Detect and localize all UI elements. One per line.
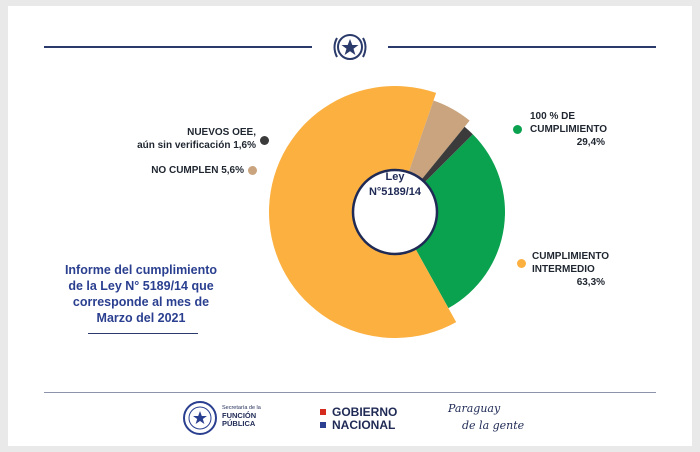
gobierno-nacional-logo: GOBIERNO NACIONAL xyxy=(320,406,397,432)
header-rule-right xyxy=(388,46,656,48)
report-title: Informe del cumplimiento de la Ley N° 51… xyxy=(64,263,218,325)
legend-dot-intermediate xyxy=(517,259,526,268)
footer-rule xyxy=(44,392,656,393)
report-underline xyxy=(88,333,198,334)
slice-full-compliance xyxy=(415,134,505,309)
national-seal-icon xyxy=(333,34,367,60)
slice-non-compliant xyxy=(408,100,470,180)
legend-dot-new-oee xyxy=(260,136,269,145)
slice-label-non-compliant: NO CUMPLEN 5,6% xyxy=(151,165,244,176)
sfp-logo-text: Secretaría de la FUNCIÓN PÚBLICA xyxy=(222,405,261,428)
slice-label-full-compliance: 100 % DE CUMPLIMIENTO 29,4% xyxy=(530,111,608,148)
sfp-seal-icon xyxy=(183,401,217,435)
slice-label-intermediate: CUMPLIMIENTO INTERMEDIO 63,3% xyxy=(532,251,610,288)
slice-label-new-oee: NUEVOS OEE, aún sin verificación 1,6% xyxy=(137,127,256,151)
slice-intermediate xyxy=(269,86,457,338)
paraguay-de-la-gente-logo: Paraguay de la gente xyxy=(448,402,525,432)
legend-dot-full-compliance xyxy=(513,125,522,134)
donut-hole xyxy=(351,168,439,256)
legend-dot-non-compliant xyxy=(248,166,257,175)
donut-center-label: Ley N°5189/14 xyxy=(368,171,422,198)
header-rule-left xyxy=(44,46,312,48)
slice-new-oee xyxy=(421,126,473,183)
